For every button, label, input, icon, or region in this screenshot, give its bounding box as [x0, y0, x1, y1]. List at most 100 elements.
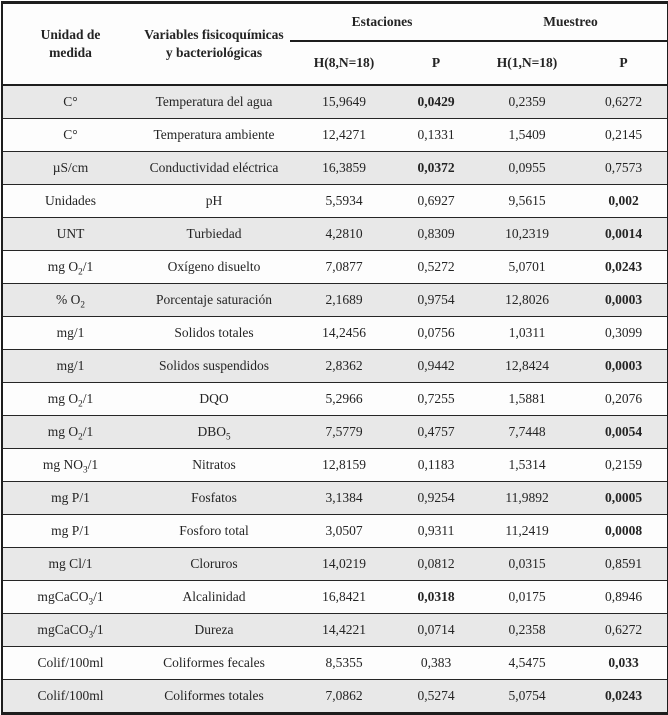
group-header-row: Unidad de medida Variables fisicoquímica… [2, 2, 668, 60]
estaciones-h-cell: 14,4221 [290, 613, 398, 647]
unit-cell: C° [2, 84, 138, 119]
variable-cell: Porcentaje saturación [138, 283, 290, 317]
variable-cell: Fosfatos [138, 481, 290, 515]
variable-cell: Temperatura ambiente [138, 118, 290, 152]
unit-cell: mg O2/1 [2, 250, 138, 284]
table-row: mg P/1 Fosfatos 3,1384 0,9254 11,9892 0,0005 [2, 481, 668, 515]
muestreo-p-cell: 0,0008 [580, 514, 668, 548]
table-row: mg/1 Solidos suspendidos 2,8362 0,9442 12,84… [2, 349, 668, 383]
estaciones-h-cell: 3,1384 [290, 481, 398, 515]
variable-cell: Turbiedad [138, 217, 290, 251]
variable-cell: DQO [138, 382, 290, 416]
variable-cell: Dureza [138, 613, 290, 647]
unit-cell: mgCaCO3/1 [2, 580, 138, 614]
muestreo-p-cell: 0,0054 [580, 415, 668, 449]
variable-cell: Cloruros [138, 547, 290, 581]
sub-header-row: H(8,N=18) P H(1,N=18) P [2, 41, 668, 85]
muestreo-h-cell: 0,2358 [474, 613, 580, 647]
muestreo-h-cell: 5,0701 [474, 250, 580, 284]
variables-column-header: Variables fisicoquímicas y bacteriológic… [144, 27, 284, 60]
muestreo-p-cell: 0,0243 [580, 679, 668, 714]
estaciones-p-cell: 0,9442 [398, 349, 474, 383]
muestreo-p-cell: 0,0003 [580, 349, 668, 383]
estaciones-h-cell: 3,0507 [290, 514, 398, 548]
muestreo-p-header: P [619, 55, 628, 71]
variable-cell: DBO5 [138, 415, 290, 449]
estaciones-p-cell: 0,0429 [398, 84, 474, 119]
muestreo-group-header: Muestreo [474, 2, 668, 42]
estaciones-h-cell: 16,3859 [290, 151, 398, 185]
muestreo-p-cell: 0,3099 [580, 316, 668, 350]
muestreo-p-cell: 0,6272 [580, 84, 668, 119]
muestreo-p-cell: 0,002 [580, 184, 668, 218]
table-body: C° Temperatura del agua 15,9649 0,0429 0,235… [2, 84, 668, 714]
estaciones-h-cell: 7,0862 [290, 679, 398, 714]
unit-cell: Unidades [2, 184, 138, 218]
muestreo-h-cell: 0,0315 [474, 547, 580, 581]
estaciones-p-cell: 0,5272 [398, 250, 474, 284]
variable-cell: Solidos suspendidos [138, 349, 290, 383]
muestreo-h-cell: 11,9892 [474, 481, 580, 515]
muestreo-h-cell: 0,2359 [474, 84, 580, 119]
estaciones-group-header: Estaciones [290, 2, 474, 42]
muestreo-h-header: H(1,N=18) [496, 55, 558, 71]
unit-cell: UNT [2, 217, 138, 251]
muestreo-p-cell: 0,0014 [580, 217, 668, 251]
estaciones-p-cell: 0,0812 [398, 547, 474, 581]
table-row: mg O2/1 Oxígeno disuelto 7,0877 0,5272 5,070… [2, 250, 668, 284]
estaciones-p-cell: 0,383 [398, 646, 474, 680]
table-row: C° Temperatura del agua 15,9649 0,0429 0,235… [2, 84, 668, 119]
unit-cell: mg P/1 [2, 481, 138, 515]
unit-cell: mg NO3/1 [2, 448, 138, 482]
muestreo-h-cell: 10,2319 [474, 217, 580, 251]
variable-cell: Conductividad eléctrica [138, 151, 290, 185]
muestreo-p-cell: 0,0005 [580, 481, 668, 515]
variable-cell: Coliformes totales [138, 679, 290, 714]
unit-cell: mgCaCO3/1 [2, 613, 138, 647]
estaciones-h-cell: 2,1689 [290, 283, 398, 317]
table-row: mg O2/1 DBO5 7,5779 0,4757 7,7448 0,0054 [2, 415, 668, 449]
muestreo-h-cell: 1,0311 [474, 316, 580, 350]
unit-cell: mg/1 [2, 349, 138, 383]
estaciones-p-cell: 0,9254 [398, 481, 474, 515]
table-row: mgCaCO3/1 Alcalinidad 16,8421 0,0318 0,0175 0… [2, 580, 668, 614]
table-row: mg NO3/1 Nitratos 12,8159 0,1183 1,5314 0,215… [2, 448, 668, 482]
unit-cell: mg P/1 [2, 514, 138, 548]
muestreo-h-cell: 0,0955 [474, 151, 580, 185]
table-row: mg Cl/1 Cloruros 14,0219 0,0812 0,0315 0,8591 [2, 547, 668, 581]
table-row: UNT Turbiedad 4,2810 0,8309 10,2319 0,0014 [2, 217, 668, 251]
muestreo-p-cell: 0,8591 [580, 547, 668, 581]
estaciones-h-cell: 7,5779 [290, 415, 398, 449]
estaciones-p-cell: 0,1183 [398, 448, 474, 482]
estaciones-p-cell: 0,5274 [398, 679, 474, 714]
estaciones-p-cell: 0,0714 [398, 613, 474, 647]
variable-cell: Oxígeno disuelto [138, 250, 290, 284]
estaciones-p-cell: 0,0318 [398, 580, 474, 614]
estaciones-h-header: H(8,N=18) [313, 55, 375, 71]
estaciones-h-cell: 2,8362 [290, 349, 398, 383]
muestreo-p-cell: 0,0003 [580, 283, 668, 317]
table-row: mg P/1 Fosforo total 3,0507 0,9311 11,2419 0,… [2, 514, 668, 548]
table-row: mg/1 Solidos totales 14,2456 0,0756 1,0311 0,… [2, 316, 668, 350]
muestreo-h-cell: 1,5409 [474, 118, 580, 152]
muestreo-p-cell: 0,0243 [580, 250, 668, 284]
estaciones-p-cell: 0,7255 [398, 382, 474, 416]
table-row: % O2 Porcentaje saturación 2,1689 0,9754 12,… [2, 283, 668, 317]
muestreo-h-cell: 9,5615 [474, 184, 580, 218]
estaciones-p-cell: 0,8309 [398, 217, 474, 251]
estaciones-p-cell: 0,4757 [398, 415, 474, 449]
muestreo-h-cell: 4,5475 [474, 646, 580, 680]
unit-cell: mg O2/1 [2, 382, 138, 416]
muestreo-h-cell: 0,0175 [474, 580, 580, 614]
muestreo-p-cell: 0,2076 [580, 382, 668, 416]
muestreo-p-cell: 0,2145 [580, 118, 668, 152]
estaciones-p-cell: 0,0756 [398, 316, 474, 350]
muestreo-h-cell: 12,8026 [474, 283, 580, 317]
unit-cell: mg O2/1 [2, 415, 138, 449]
muestreo-h-cell: 12,8424 [474, 349, 580, 383]
variable-cell: Alcalinidad [138, 580, 290, 614]
muestreo-h-cell: 5,0754 [474, 679, 580, 714]
estaciones-h-cell: 8,5355 [290, 646, 398, 680]
